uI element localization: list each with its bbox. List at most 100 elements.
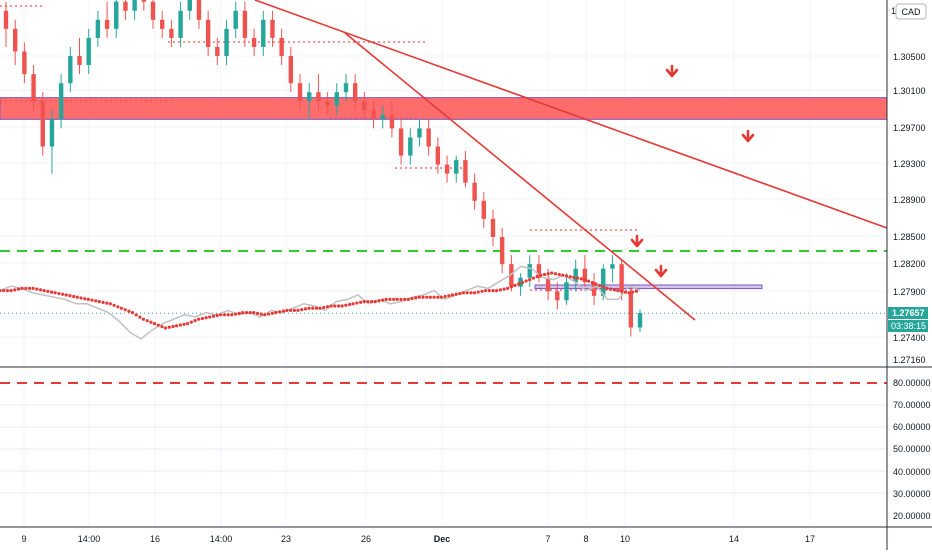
candle-body [178,10,183,38]
rsi-smoothed-point [410,297,414,301]
rsi-smoothed-point [454,292,458,296]
candle-body [352,83,358,102]
rsi-smoothed-point [498,288,502,292]
candle-body [224,28,229,56]
rsi-smoothed-point [583,278,587,282]
rsi-smoothed-point [204,316,208,320]
rsi-smoothed-point [355,301,359,305]
rsi-smoothed-point [399,297,403,301]
candle-body [233,10,238,29]
price-axis[interactable]: 1 CAD 1.30500 1.30100 1.29700 1.29300 1.… [888,3,928,365]
time-axis[interactable]: 9 14:00 16 14:00 23 26 Dec 7 8 10 14 17 [21,534,815,544]
trendline-short[interactable] [344,32,696,321]
rsi-tick: 70.00000 [893,400,931,410]
price-tick: 1.29700 [893,123,926,133]
rsi-smoothed-point [68,294,72,298]
rsi-axis[interactable]: 80.00000 70.00000 60.00000 50.00000 40.0… [893,378,931,521]
candle-body [31,74,36,102]
rsi-smoothed-point [9,289,13,293]
rsi-smoothed-point [42,289,46,293]
time-tick: 23 [281,534,291,544]
rsi-smoothed-point [152,322,157,326]
rsi-smoothed-point [395,297,399,301]
rsi-tick: 40.00000 [893,467,931,477]
rsi-smoothed-point [64,293,68,297]
rsi-smoothed-point [46,289,50,293]
rsi-smoothed-point [116,305,120,309]
rsi-smoothed-point [134,313,138,317]
rsi-smoothed-point [94,299,98,303]
rsi-smoothed-point [57,291,61,296]
rsi-smoothed-point [2,289,6,293]
candle-body [132,0,137,11]
rsi-smoothed-point [174,324,179,328]
rsi-smoothed-point [145,319,149,323]
rsi-smoothed-point [384,297,388,301]
rsi-smoothed-point [568,275,572,279]
rsi-smoothed-point [108,302,112,306]
rsi-smoothed-point [480,289,484,293]
rsi-smoothed-point [623,290,628,294]
candle-body [564,282,569,301]
rsi-smoothed-point [61,292,65,296]
rsi-smoothed-point [233,312,238,316]
rsi-smoothed-point [631,290,635,294]
rsi-smoothed-point [425,295,429,299]
rsi-smoothed-point [340,304,344,308]
rsi-smoothed-point [443,294,447,299]
rsi-smoothed-point [72,294,76,299]
rsi-smoothed-point [83,297,87,301]
price-pane[interactable] [0,0,887,367]
resistance-zone[interactable] [0,97,888,120]
arrow-down-icon [741,129,755,143]
currency-button[interactable]: CAD [895,3,927,20]
price-tick: 1.28200 [893,259,926,269]
candle-body [601,268,606,296]
rsi-smoothed-point [406,297,410,301]
rsi-smoothed-point [252,311,256,315]
rsi-smoothed-point [491,289,495,293]
rsi-smoothed-point [373,300,377,304]
rsi-tick: 80.00000 [893,378,931,388]
time-tick: 16 [150,534,160,544]
rsi-smoothed-point [627,291,631,295]
candle-body [22,51,27,75]
candle-body [481,200,486,219]
rsi-smoothed-point [13,288,17,292]
rsi-smoothed-point [579,277,583,281]
rsi-smoothed-point [311,306,315,310]
rsi-smoothed-point [517,282,521,286]
candle-body [68,56,73,84]
rsi-smoothed-point [403,297,407,301]
candle-body [307,92,312,102]
rsi-smoothed-point [303,307,308,311]
candle-body [545,277,551,292]
rsi-smoothed-point [381,298,385,302]
rsi-smoothed-point [318,306,322,310]
rsi-smoothed-point [616,289,620,293]
rsi-smoothed-point [458,291,462,296]
rsi-smoothed-point [465,291,469,295]
time-tick: 14:00 [210,534,233,544]
rsi-smoothed-point [27,286,32,290]
rsi-smoothed-point [505,286,510,290]
rsi-smoothed-point [612,288,617,292]
candle-body [316,92,321,102]
rsi-smoothed-point [634,289,639,293]
candle-body [251,37,257,47]
support-zone[interactable] [534,284,763,290]
rsi-smoothed-point [178,323,182,327]
trendline-long[interactable] [254,0,888,229]
rsi-smoothed-point [609,287,613,291]
rsi-smoothed-point [237,311,241,315]
rsi-smoothed-point [138,315,142,319]
candle-body [536,264,542,278]
candle-body [610,264,615,269]
rsi-smoothed-point [211,314,216,318]
rsi-smoothed-point [185,322,190,326]
candle-body [362,101,367,111]
rsi-pane[interactable] [0,367,887,527]
time-tick: 9 [21,534,26,544]
